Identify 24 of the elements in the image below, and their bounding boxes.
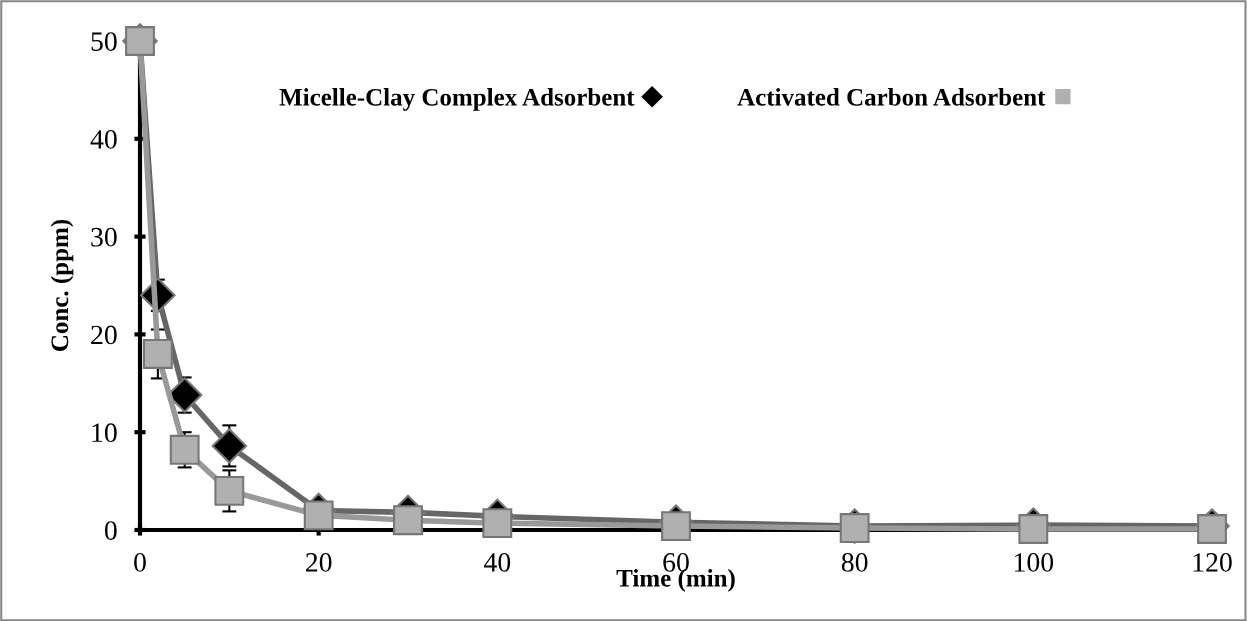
y-tick-label: 50 [91, 32, 117, 51]
y-tick-label: 0 [104, 521, 117, 540]
y-tick-label: 40 [90, 129, 117, 149]
x-tick-label: 100 [1014, 553, 1054, 572]
point [1018, 514, 1049, 544]
x-tick-label: 80 [841, 553, 868, 572]
point [303, 500, 334, 531]
legend-label: Micelle-Clay Complex Adsorbent [279, 88, 635, 111]
x-tick-label: 20 [306, 553, 332, 572]
point [393, 505, 423, 536]
point [142, 339, 173, 369]
legend-label: Activated Carbon Adsorbent [737, 88, 1046, 106]
y-axis-title: Conc. (ppm) [50, 219, 74, 351]
y-tick-label: 30 [91, 227, 117, 247]
x-tick-label: 120 [1193, 553, 1232, 572]
point [661, 511, 691, 542]
y-tick-label: 10 [92, 423, 117, 443]
x-tick-label: 40 [483, 553, 511, 572]
point [1197, 514, 1227, 544]
point [169, 434, 200, 465]
point [482, 508, 513, 539]
point [214, 475, 245, 506]
y-tick-label: 20 [91, 325, 117, 345]
x-tick-label: 0 [134, 553, 146, 572]
